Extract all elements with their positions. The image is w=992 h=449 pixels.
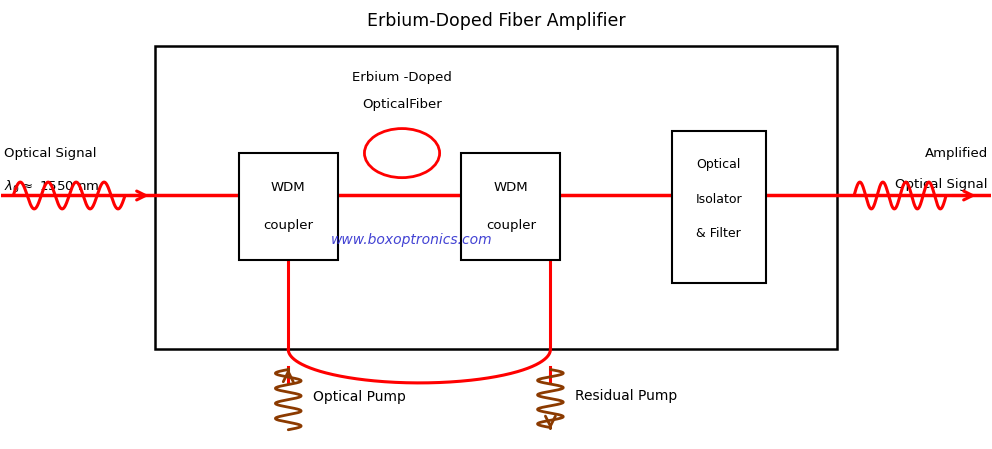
Text: Erbium -Doped: Erbium -Doped: [352, 71, 452, 84]
Bar: [461, 153, 560, 260]
Text: coupler: coupler: [486, 220, 536, 233]
Text: Optical Signal: Optical Signal: [4, 147, 97, 159]
Text: Residual Pump: Residual Pump: [575, 389, 678, 403]
Text: OpticalFiber: OpticalFiber: [362, 97, 441, 110]
Text: Isolator: Isolator: [695, 193, 742, 206]
Text: Erbium-Doped Fiber Amplifier: Erbium-Doped Fiber Amplifier: [367, 13, 625, 31]
Bar: [672, 131, 766, 282]
Bar: [239, 153, 337, 260]
Text: www.boxoptronics.com: www.boxoptronics.com: [331, 233, 493, 247]
Text: WDM: WDM: [494, 181, 528, 194]
Bar: [155, 46, 837, 349]
Text: WDM: WDM: [271, 181, 306, 194]
Text: & Filter: & Filter: [696, 228, 741, 241]
Text: Optical: Optical: [696, 158, 741, 171]
Text: Optical Pump: Optical Pump: [313, 391, 406, 405]
Text: Amplified: Amplified: [925, 147, 988, 159]
Text: coupler: coupler: [263, 220, 313, 233]
Ellipse shape: [364, 128, 439, 178]
Text: $\lambda_0 \approx$ 1550 nm: $\lambda_0 \approx$ 1550 nm: [4, 179, 99, 194]
Text: Optical Signal: Optical Signal: [895, 178, 988, 191]
